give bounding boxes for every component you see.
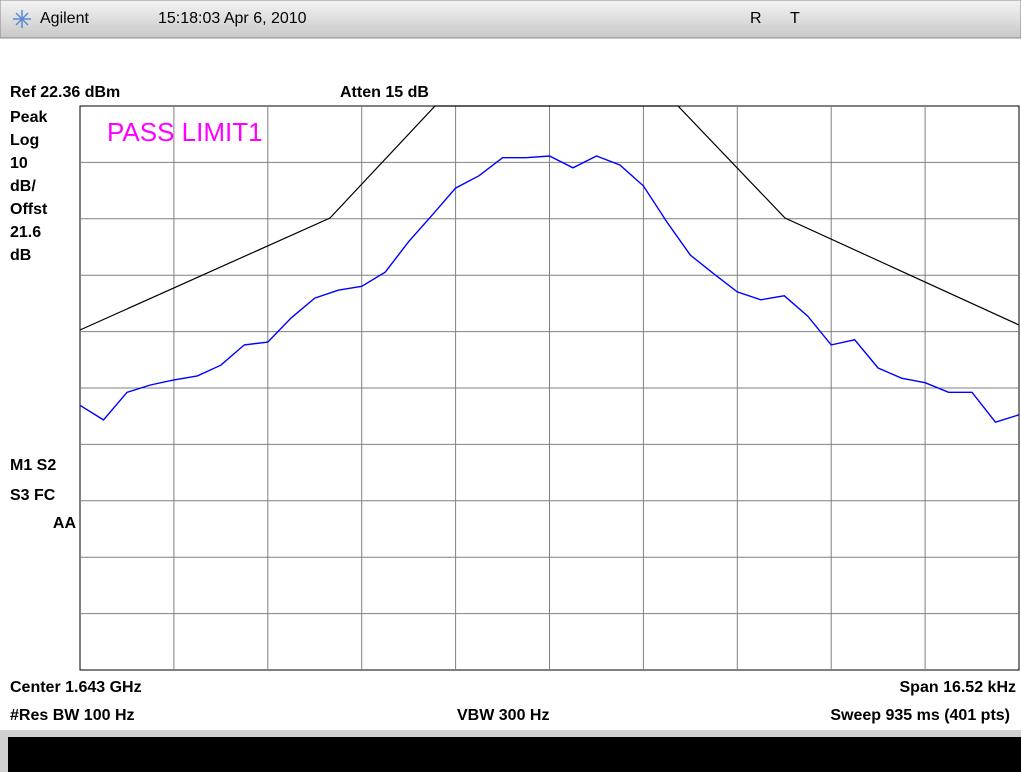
- side-label: Log: [10, 132, 39, 149]
- brand: Agilent: [40, 10, 89, 27]
- sweep: Sweep 935 ms (401 pts): [830, 707, 1010, 724]
- status-bar: [8, 737, 1021, 772]
- datetime: 15:18:03 Apr 6, 2010: [158, 10, 307, 27]
- limit-line: [79, 105, 1020, 331]
- vbw: VBW 300 Hz: [457, 707, 549, 724]
- flag: T: [790, 10, 800, 27]
- flag: R: [750, 10, 762, 27]
- status-label: M1 S2: [10, 457, 56, 474]
- span: Span 16.52 kHz: [900, 679, 1017, 696]
- atten: Atten 15 dB: [340, 84, 429, 101]
- side-label: dB: [10, 247, 31, 264]
- agilent-logo: [13, 10, 31, 28]
- status-label: S3 FC: [10, 487, 56, 504]
- ref-level: Ref 22.36 dBm: [10, 84, 120, 101]
- side-label: Offst: [10, 201, 48, 218]
- center: Center 1.643 GHz: [10, 679, 142, 696]
- side-label: Peak: [10, 109, 47, 126]
- limit-status: PASS LIMIT1: [107, 117, 263, 147]
- header-bar: [0, 0, 1021, 39]
- res-bw: #Res BW 100 Hz: [10, 707, 135, 724]
- trace-line: [79, 155, 1020, 424]
- side-label: dB/: [10, 178, 36, 195]
- side-label: 21.6: [10, 224, 41, 241]
- side-label: 10: [10, 155, 28, 172]
- status-label: AA: [53, 515, 77, 532]
